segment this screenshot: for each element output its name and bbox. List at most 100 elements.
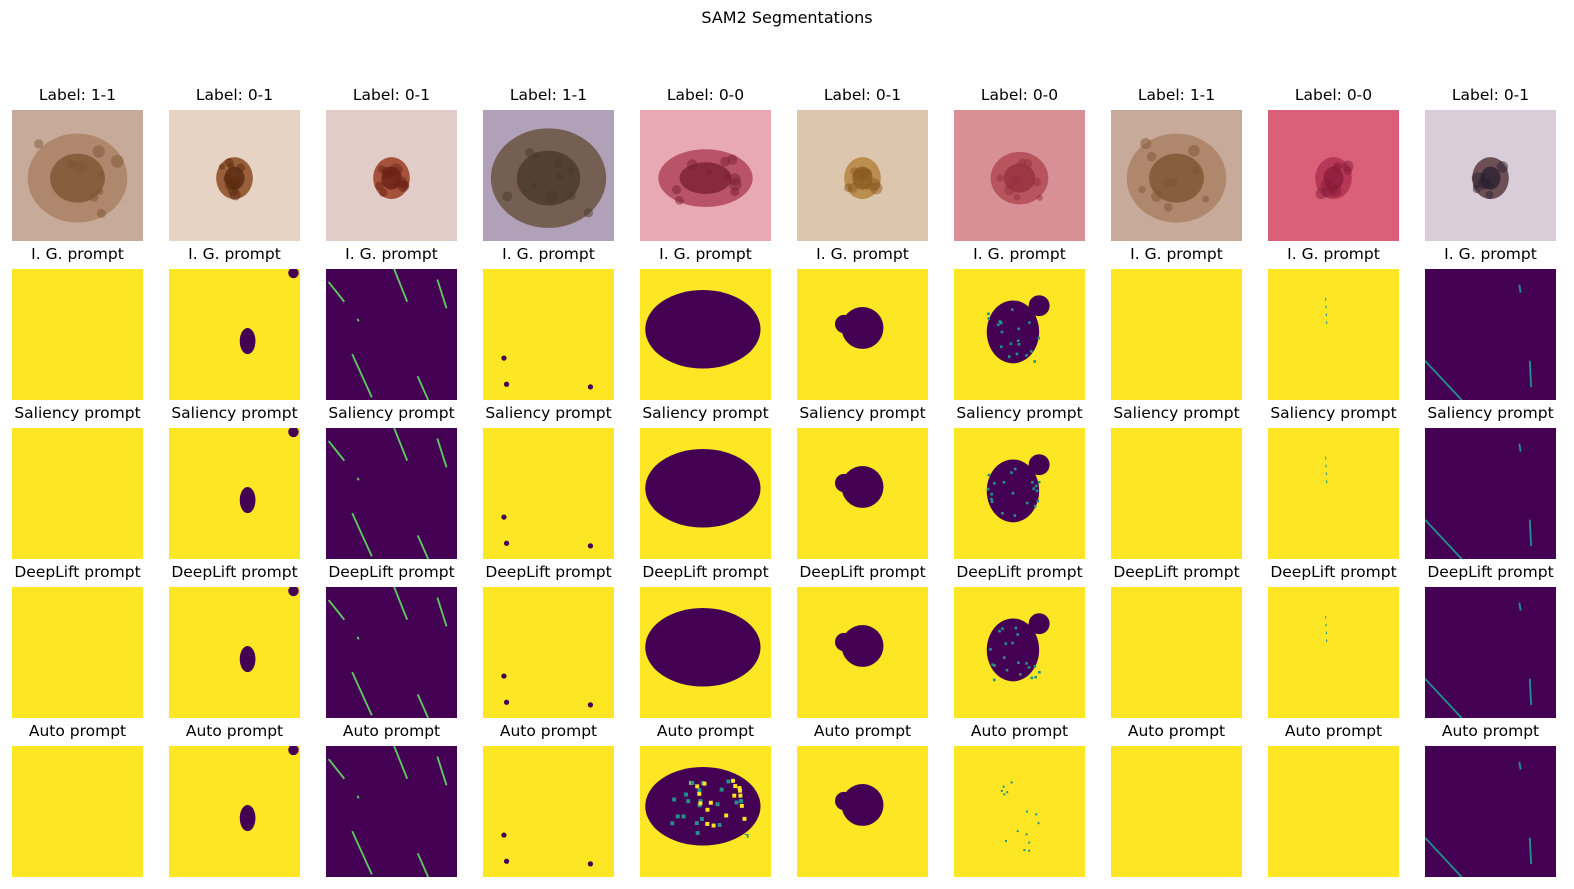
segmentation-mask: [12, 746, 143, 877]
prompt-title: I. G. prompt: [1287, 245, 1380, 263]
dermoscopy-image: [12, 110, 143, 241]
prompt-title: Auto prompt: [656, 722, 755, 740]
prompt-title: Saliency prompt: [1113, 404, 1240, 422]
segmentation-mask: [483, 746, 614, 877]
segmentation-mask: [169, 587, 300, 718]
segmentation-mask: [169, 428, 300, 559]
prompt-title: Saliency prompt: [1270, 404, 1397, 422]
image-label-title: Label: 0-1: [823, 86, 902, 104]
segmentation-mask: [640, 746, 771, 877]
image-label-title: Label: 0-1: [1451, 86, 1530, 104]
prompt-title: Auto prompt: [813, 722, 912, 740]
prompt-title: DeepLift prompt: [1270, 563, 1397, 581]
dermoscopy-image: [169, 110, 300, 241]
dermoscopy-image: [797, 110, 928, 241]
dermoscopy-image: [1425, 110, 1556, 241]
segmentation-mask: [1268, 428, 1399, 559]
prompt-title: Auto prompt: [1441, 722, 1540, 740]
segmentation-mask: [797, 587, 928, 718]
segmentation-mask: [954, 746, 1085, 877]
image-label-title: Label: 0-1: [352, 86, 431, 104]
prompt-title: I. G. prompt: [188, 245, 281, 263]
prompt-title: DeepLift prompt: [171, 563, 298, 581]
segmentation-mask: [483, 428, 614, 559]
prompt-title: DeepLift prompt: [328, 563, 455, 581]
segmentation-mask: [1268, 587, 1399, 718]
segmentation-mask: [326, 269, 457, 400]
segmentation-mask: [1111, 269, 1242, 400]
segmentation-mask: [12, 587, 143, 718]
prompt-title: Auto prompt: [28, 722, 127, 740]
prompt-title: DeepLift prompt: [485, 563, 612, 581]
prompt-title: I. G. prompt: [502, 245, 595, 263]
image-label-title: Label: 0-0: [1294, 86, 1373, 104]
prompt-title: Saliency prompt: [642, 404, 769, 422]
image-label-title: Label: 1-1: [38, 86, 117, 104]
segmentation-mask: [1111, 587, 1242, 718]
segmentation-mask: [1268, 269, 1399, 400]
prompt-title: Auto prompt: [499, 722, 598, 740]
dermoscopy-image: [1111, 110, 1242, 241]
segmentation-mask: [326, 587, 457, 718]
dermoscopy-image: [640, 110, 771, 241]
prompt-title: Auto prompt: [1284, 722, 1383, 740]
segmentation-mask: [797, 269, 928, 400]
image-label-title: Label: 1-1: [1137, 86, 1216, 104]
prompt-title: I. G. prompt: [973, 245, 1066, 263]
figure-title: SAM2 Segmentations: [701, 8, 873, 27]
prompt-title: DeepLift prompt: [799, 563, 926, 581]
segmentation-mask: [169, 746, 300, 877]
prompt-title: DeepLift prompt: [14, 563, 141, 581]
prompt-title: Saliency prompt: [1427, 404, 1554, 422]
prompt-title: I. G. prompt: [345, 245, 438, 263]
prompt-title: Saliency prompt: [485, 404, 612, 422]
segmentation-mask: [1425, 269, 1556, 400]
prompt-title: I. G. prompt: [659, 245, 752, 263]
dermoscopy-image: [1268, 110, 1399, 241]
segmentation-mask: [1425, 428, 1556, 559]
prompt-title: I. G. prompt: [1444, 245, 1537, 263]
segmentation-mask: [1425, 746, 1556, 877]
segmentation-mask: [483, 587, 614, 718]
prompt-title: DeepLift prompt: [1427, 563, 1554, 581]
prompt-title: Auto prompt: [970, 722, 1069, 740]
image-label-title: Label: 0-0: [666, 86, 745, 104]
segmentation-mask: [169, 269, 300, 400]
segmentation-mask: [640, 587, 771, 718]
image-label-title: Label: 0-1: [195, 86, 274, 104]
image-label-title: Label: 1-1: [509, 86, 588, 104]
segmentation-mask: [1268, 746, 1399, 877]
segmentation-mask: [326, 428, 457, 559]
segmentation-mask: [1111, 746, 1242, 877]
dermoscopy-image: [954, 110, 1085, 241]
prompt-title: I. G. prompt: [1130, 245, 1223, 263]
segmentation-mask: [326, 746, 457, 877]
segmentation-mask: [954, 587, 1085, 718]
prompt-title: Saliency prompt: [171, 404, 298, 422]
dermoscopy-image: [326, 110, 457, 241]
segmentation-mask: [1111, 428, 1242, 559]
prompt-title: DeepLift prompt: [642, 563, 769, 581]
prompt-title: I. G. prompt: [31, 245, 124, 263]
prompt-title: Auto prompt: [342, 722, 441, 740]
segmentation-mask: [954, 269, 1085, 400]
prompt-title: Saliency prompt: [14, 404, 141, 422]
prompt-title: Saliency prompt: [799, 404, 926, 422]
prompt-title: I. G. prompt: [816, 245, 909, 263]
dermoscopy-image: [483, 110, 614, 241]
segmentation-mask: [1425, 587, 1556, 718]
prompt-title: DeepLift prompt: [956, 563, 1083, 581]
prompt-title: Saliency prompt: [956, 404, 1083, 422]
segmentation-mask: [640, 428, 771, 559]
image-label-title: Label: 0-0: [980, 86, 1059, 104]
segmentation-mask: [954, 428, 1085, 559]
segmentation-mask: [797, 746, 928, 877]
prompt-title: Auto prompt: [185, 722, 284, 740]
prompt-title: Auto prompt: [1127, 722, 1226, 740]
prompt-title: Saliency prompt: [328, 404, 455, 422]
segmentation-mask: [640, 269, 771, 400]
segmentation-mask: [12, 269, 143, 400]
segmentation-mask: [483, 269, 614, 400]
segmentation-mask: [797, 428, 928, 559]
segmentation-mask: [12, 428, 143, 559]
